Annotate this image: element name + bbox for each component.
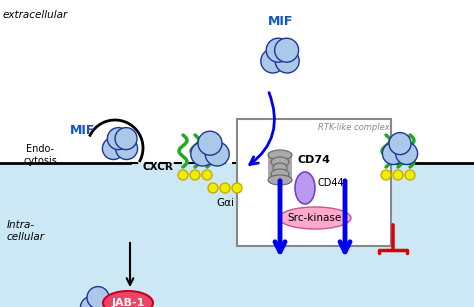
Ellipse shape — [295, 172, 315, 204]
Circle shape — [389, 133, 411, 155]
Text: extracellular: extracellular — [3, 10, 68, 20]
Circle shape — [205, 142, 229, 166]
Circle shape — [190, 170, 200, 180]
Circle shape — [178, 170, 188, 180]
Circle shape — [81, 297, 102, 307]
Circle shape — [383, 142, 404, 165]
Ellipse shape — [268, 175, 292, 185]
Text: CD44: CD44 — [318, 178, 345, 188]
Text: CXCR: CXCR — [143, 162, 174, 172]
Ellipse shape — [103, 291, 153, 307]
Circle shape — [198, 131, 222, 155]
Text: JAB-1: JAB-1 — [111, 298, 145, 307]
Circle shape — [93, 297, 116, 307]
Circle shape — [396, 142, 418, 165]
Circle shape — [87, 287, 109, 307]
Ellipse shape — [271, 169, 289, 179]
Circle shape — [202, 170, 212, 180]
Ellipse shape — [279, 207, 351, 229]
Ellipse shape — [271, 157, 289, 167]
Circle shape — [107, 128, 129, 150]
Text: CD74: CD74 — [298, 155, 331, 165]
Text: MIF: MIF — [268, 15, 294, 28]
Text: Intra-
cellular: Intra- cellular — [7, 220, 45, 243]
Circle shape — [274, 38, 299, 62]
Circle shape — [115, 128, 137, 150]
Circle shape — [116, 138, 137, 160]
Bar — [268, 155, 292, 180]
Bar — [0, 163, 474, 307]
Ellipse shape — [268, 150, 292, 160]
Circle shape — [220, 183, 230, 193]
Text: RTK-like complex: RTK-like complex — [318, 123, 390, 132]
Circle shape — [381, 170, 391, 180]
Circle shape — [393, 170, 403, 180]
Text: Endo-
cytosis: Endo- cytosis — [23, 144, 57, 166]
Circle shape — [266, 38, 290, 62]
Circle shape — [232, 183, 242, 193]
Text: Src-kinase: Src-kinase — [288, 213, 342, 223]
Circle shape — [261, 49, 285, 73]
Circle shape — [191, 142, 215, 166]
Circle shape — [102, 138, 124, 160]
FancyBboxPatch shape — [237, 119, 391, 246]
Ellipse shape — [273, 163, 287, 173]
Circle shape — [275, 49, 299, 73]
Circle shape — [405, 170, 415, 180]
Circle shape — [208, 183, 218, 193]
Text: Gαi: Gαi — [216, 198, 234, 208]
Text: MIF: MIF — [70, 123, 95, 137]
